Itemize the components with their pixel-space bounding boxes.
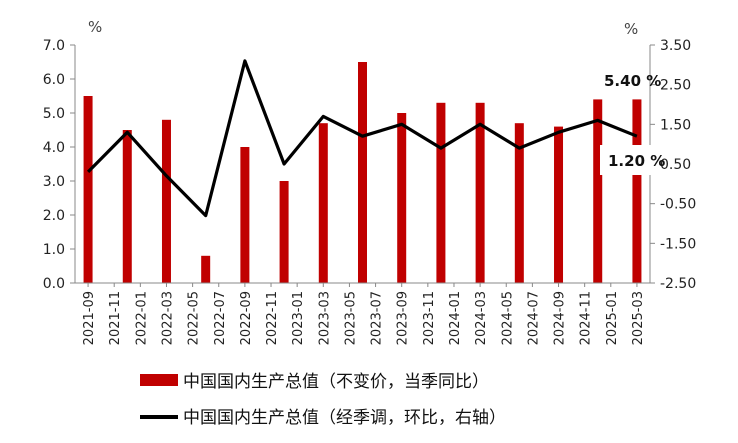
x-tick-label: 2023-05 bbox=[343, 291, 358, 345]
legend-bar-swatch bbox=[140, 374, 178, 386]
left-tick-label: 6.0 bbox=[43, 72, 65, 88]
x-tick-label: 2023-07 bbox=[370, 291, 385, 345]
bar bbox=[279, 181, 289, 283]
right-tick-label: 3.50 bbox=[660, 38, 691, 54]
x-tick-label: 2023-11 bbox=[422, 291, 437, 345]
bar bbox=[122, 130, 132, 283]
right-tick-label: -2.50 bbox=[660, 276, 696, 292]
x-tick-label: 2025-01 bbox=[605, 291, 620, 345]
right-axis-unit: % bbox=[624, 20, 638, 38]
bar bbox=[436, 102, 446, 283]
x-tick-label: 2022-07 bbox=[213, 291, 228, 345]
x-tick-label: 2021-09 bbox=[82, 291, 97, 345]
bar bbox=[593, 99, 603, 284]
x-tick-label: 2022-11 bbox=[265, 291, 280, 345]
x-tick-label: 2023-09 bbox=[396, 291, 411, 345]
bar bbox=[514, 123, 524, 283]
left-tick-label: 4.0 bbox=[43, 140, 65, 156]
x-tick-label: 2024-09 bbox=[553, 291, 568, 345]
line-series bbox=[86, 59, 638, 218]
right-tick-label: 1.50 bbox=[660, 117, 691, 133]
left-tick-label: 0.0 bbox=[43, 276, 65, 292]
bar bbox=[397, 113, 407, 283]
left-tick-label: 7.0 bbox=[43, 38, 65, 54]
left-tick-label: 1.0 bbox=[43, 242, 65, 258]
left-axis-ticks: 7.0 6.0 5.0 4.0 3.0 2.0 1.0 0.0 bbox=[43, 38, 75, 292]
x-tick-label: 2025-03 bbox=[631, 291, 646, 345]
bar bbox=[475, 102, 485, 283]
x-tick-label: 2024-05 bbox=[500, 291, 515, 345]
bar-series bbox=[83, 62, 642, 284]
left-tick-label: 5.0 bbox=[43, 106, 65, 122]
bar bbox=[358, 62, 367, 283]
left-tick-label: 2.0 bbox=[43, 208, 65, 224]
x-tick-label: 2023-01 bbox=[291, 291, 306, 345]
x-tick-label: 2024-03 bbox=[474, 291, 489, 345]
x-tick-label: 2023-03 bbox=[317, 291, 332, 345]
x-tick-label: 2024-11 bbox=[579, 291, 594, 345]
annotation-bar-last: 5.40 % bbox=[604, 72, 661, 90]
left-tick-label: 3.0 bbox=[43, 174, 65, 190]
right-tick-label: -0.50 bbox=[660, 197, 696, 213]
bar bbox=[318, 123, 328, 283]
right-tick-label: 2.50 bbox=[660, 78, 691, 94]
x-tick-label: 2022-09 bbox=[239, 291, 254, 345]
bar bbox=[240, 147, 250, 283]
bar bbox=[554, 126, 564, 283]
x-tick-label: 2021-11 bbox=[108, 291, 123, 345]
left-axis-unit: % bbox=[88, 18, 102, 36]
bar bbox=[83, 96, 93, 283]
annotation-line-last: 1.20 % bbox=[608, 152, 665, 170]
legend-bar-label: 中国国内生产总值（不变价，当季同比） bbox=[183, 372, 489, 392]
right-tick-label: 0.50 bbox=[660, 157, 691, 173]
right-tick-label: -1.50 bbox=[660, 236, 696, 252]
legend-line-label: 中国国内生产总值（经季调，环比，右轴） bbox=[183, 408, 506, 428]
bar bbox=[632, 99, 642, 284]
x-tick-label: 2024-01 bbox=[448, 291, 463, 345]
bar bbox=[201, 255, 211, 283]
x-tick-label: 2022-03 bbox=[160, 291, 175, 345]
right-axis-ticks: 3.50 2.50 1.50 0.50 -0.50 -1.50 -2.50 bbox=[650, 38, 696, 292]
x-tick-label: 2022-01 bbox=[134, 291, 149, 345]
annotation-line-bg bbox=[600, 145, 658, 175]
x-tick-label: 2024-07 bbox=[526, 291, 541, 345]
x-axis-ticks: 2021-09 2021-11 2022-01 2022-03 2022-05 2022-… bbox=[82, 283, 646, 345]
bar bbox=[161, 119, 171, 283]
x-tick-label: 2022-05 bbox=[187, 291, 202, 345]
